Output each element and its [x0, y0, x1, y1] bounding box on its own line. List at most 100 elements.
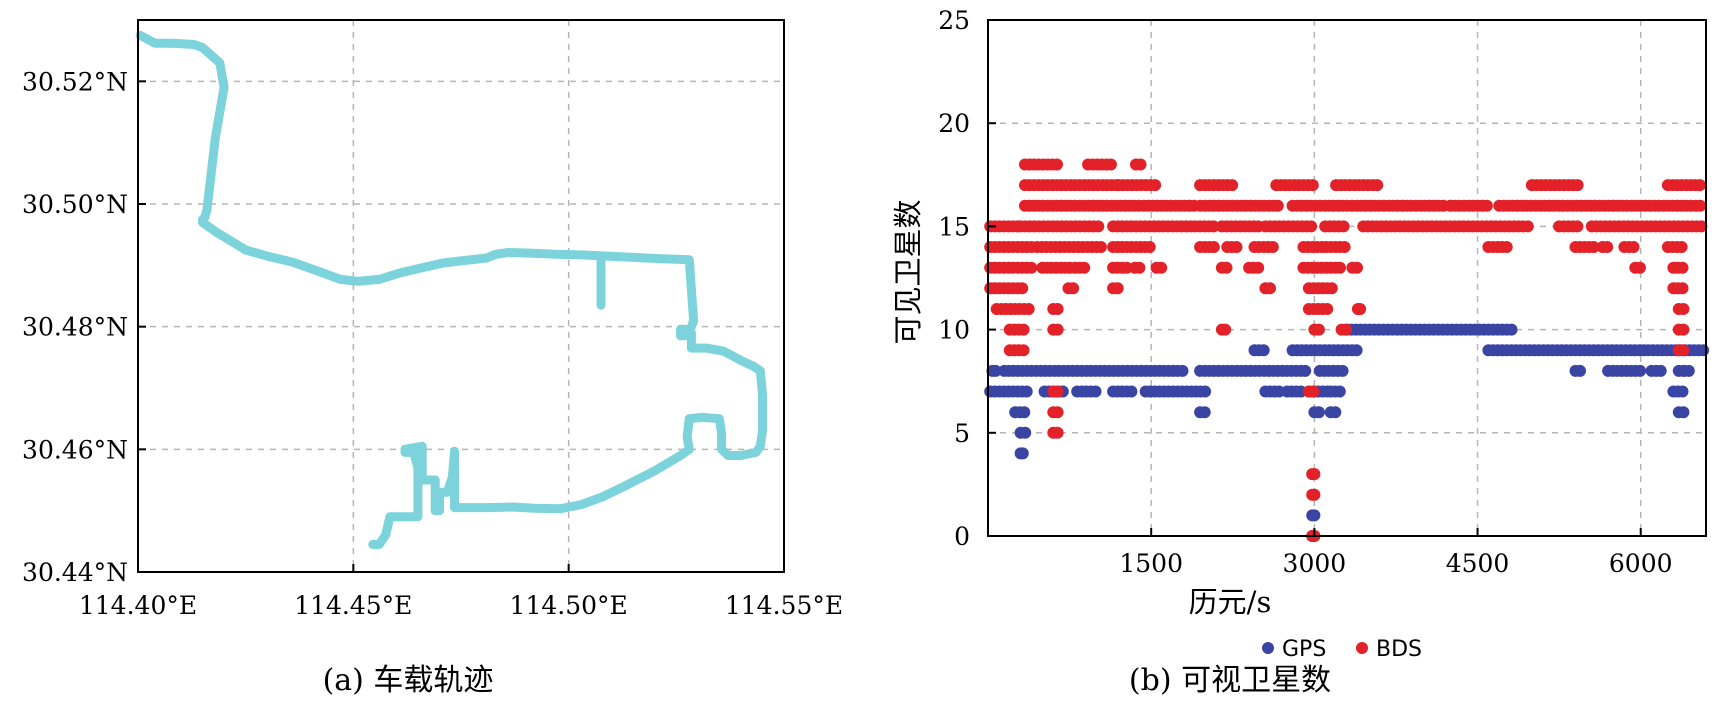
bds-point [1500, 241, 1513, 253]
trajectory-x-tick-label: 114.55°E [725, 591, 843, 620]
gps-point [1505, 323, 1518, 336]
trajectory-x-tick-label: 114.50°E [510, 591, 628, 620]
bds-point [1601, 241, 1614, 253]
satellite-x-ticks: 1500 3000 4500 6000 [1119, 528, 1673, 578]
bds-point [1143, 241, 1156, 253]
bds-point [1338, 241, 1351, 253]
trajectory-gridlines [138, 20, 784, 572]
gps-point [1198, 406, 1211, 419]
satellite-y-tick-label: 20 [938, 109, 970, 138]
bds-point [1371, 179, 1384, 192]
bds-point [1305, 220, 1318, 233]
bds-point [1627, 241, 1640, 253]
bds-point [1017, 323, 1030, 336]
satellite-y-tick-label: 15 [938, 212, 970, 241]
satellite-y-ticks: 0 5 10 15 20 25 [938, 6, 996, 551]
bds-point [1230, 241, 1243, 253]
legend-gps-label: GPS [1282, 637, 1326, 662]
bds-point [1587, 241, 1600, 253]
bds-point [1051, 303, 1064, 315]
satellite-x-tick-label: 4500 [1446, 549, 1510, 578]
bds-point [1676, 261, 1689, 274]
bds-point [1149, 179, 1162, 192]
bds-point [1571, 179, 1584, 192]
satellite-y-axis-label: 可见卫星数 [891, 199, 925, 344]
trajectory-y-tick-label: 30.50°N [22, 190, 128, 219]
bds-point [1677, 323, 1690, 336]
trajectory-y-tick-label: 30.46°N [22, 435, 128, 464]
bds-point [1693, 179, 1706, 192]
gps-point [1019, 426, 1032, 439]
gps-point [1020, 385, 1033, 398]
gps-point [1574, 364, 1586, 377]
gps-point [1682, 364, 1695, 377]
satellite-y-tick-label: 25 [938, 6, 970, 35]
gps-point [1312, 406, 1325, 419]
trajectory-y-ticks: 30.44°N 30.46°N 30.48°N 30.50°N 30.52°N [22, 67, 146, 587]
bds-point [1312, 323, 1325, 336]
trajectory-caption: (a) 车载轨迹 [323, 663, 494, 698]
bds-point [1325, 282, 1338, 295]
gps-point [1176, 364, 1189, 377]
trajectory-y-tick-label: 30.48°N [22, 313, 128, 342]
bds-point [1017, 344, 1030, 357]
satellite-caption: (b) 可视卫星数 [1129, 663, 1331, 698]
legend-bds-marker [1356, 642, 1368, 654]
bds-point [1207, 220, 1220, 233]
bds-point [1051, 426, 1064, 439]
satellite-y-tick-label: 0 [954, 522, 970, 551]
gps-point [1125, 385, 1138, 398]
bds-point [1051, 406, 1064, 419]
trajectory-y-tick-label: 30.44°N [22, 558, 128, 587]
bds-point [1134, 158, 1147, 171]
gps-point [1089, 385, 1102, 398]
gps-point [1654, 364, 1667, 377]
gps-point [1308, 509, 1321, 522]
bds-point [1677, 344, 1690, 357]
bds-point [1067, 282, 1080, 295]
legend-gps-marker [1262, 642, 1274, 654]
bds-point [1351, 261, 1363, 274]
satellite-legend: GPS BDS [1262, 637, 1422, 662]
bds-point [1266, 241, 1279, 253]
gps-point [1333, 385, 1346, 398]
bds-point [1025, 261, 1038, 274]
bds-point [1521, 220, 1534, 233]
gps-point [1018, 406, 1031, 419]
gps-point [1016, 447, 1029, 460]
bds-point [1633, 261, 1646, 274]
bds-point [1677, 303, 1690, 315]
bds-point [1051, 385, 1064, 398]
bds-point [1337, 220, 1350, 233]
bds-point [1094, 241, 1107, 253]
bds-point [1051, 158, 1063, 171]
satellite-gridlines [988, 20, 1706, 536]
satellite-x-axis-label: 历元/s [1189, 585, 1272, 619]
satellite-count-chart: 1500 3000 4500 6000 0 5 10 15 20 25 历元/s 可见卫星数 G… [891, 6, 1710, 698]
bds-point [1354, 303, 1367, 315]
bds-point [1695, 220, 1708, 233]
bds-point [1104, 158, 1117, 171]
satellite-x-tick-label: 3000 [1283, 549, 1347, 578]
bds-point [1271, 199, 1284, 212]
satellite-x-tick-label: 6000 [1609, 549, 1673, 578]
legend-bds-label: BDS [1376, 637, 1422, 662]
bds-point [1016, 282, 1029, 295]
bds-point [1219, 323, 1232, 336]
trajectory-x-tick-label: 114.45°E [294, 591, 412, 620]
vehicle-trajectory-line [135, 30, 767, 549]
bds-point [1092, 220, 1105, 233]
bds-point [1694, 199, 1707, 212]
gps-point [989, 364, 1002, 377]
bds-point [1252, 261, 1265, 274]
gps-point [1257, 344, 1270, 357]
bds-point [1207, 241, 1220, 253]
trajectory-plot-frame [137, 19, 785, 573]
bds-point [1022, 303, 1035, 315]
trajectory-y-tick-label: 30.52°N [22, 67, 128, 96]
trajectory-chart: 114.40°E 114.45°E 114.50°E 114.55°E 30.44°N… [22, 19, 843, 698]
satellite-y-tick-label: 10 [938, 316, 970, 345]
satellite-plot-frame [987, 19, 1707, 537]
bds-point [1264, 282, 1276, 295]
